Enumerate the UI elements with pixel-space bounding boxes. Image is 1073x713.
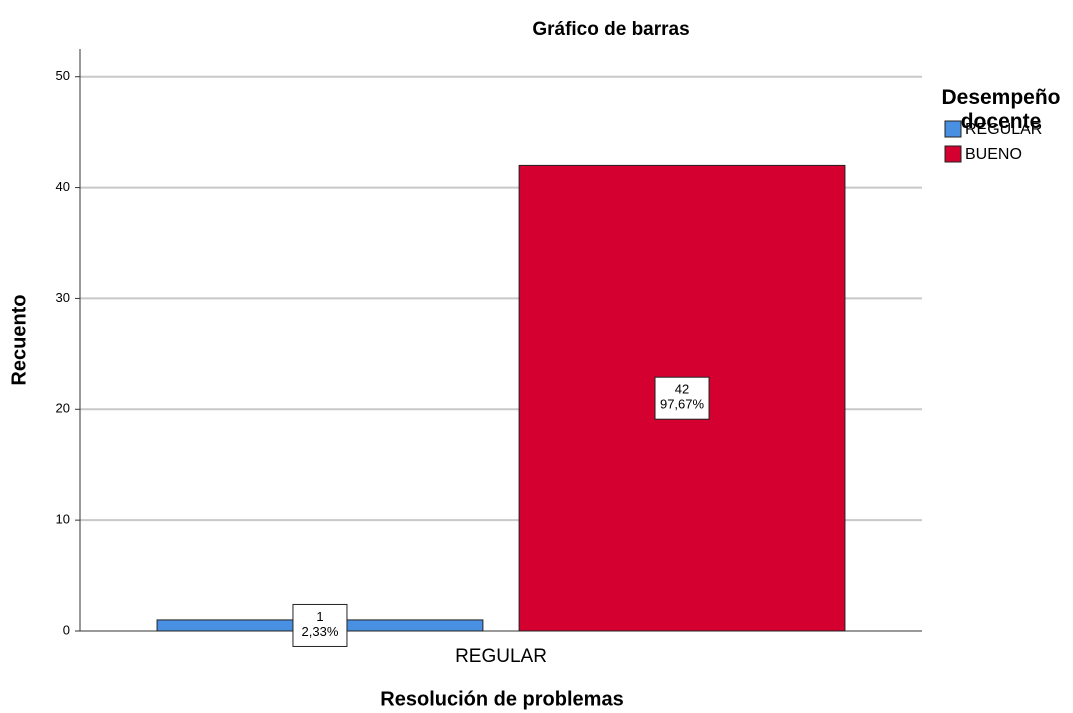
- y-tick-label: 0: [63, 622, 70, 637]
- data-label: 42: [675, 382, 689, 397]
- legend-title: Desempeño docente: [941, 86, 1061, 133]
- y-tick-label: 30: [56, 290, 70, 305]
- legend-swatch: [944, 120, 962, 138]
- legend-label: BUENO: [965, 146, 1022, 163]
- x-tick-label: REGULAR: [455, 646, 547, 667]
- legend-label: REGULAR: [965, 121, 1042, 138]
- legend-swatch: [944, 145, 962, 163]
- y-axis-label: Recuento: [8, 294, 30, 385]
- y-tick-label: 40: [56, 179, 70, 194]
- data-label-percent: 97,67%: [660, 397, 705, 412]
- data-label: 1: [316, 609, 323, 624]
- data-label-box: [654, 376, 710, 420]
- data-label-percent: 2,33%: [302, 624, 339, 639]
- x-axis-label: Resolución de problemas: [380, 688, 623, 710]
- chart-title: Gráfico de barras: [532, 19, 689, 40]
- y-tick-label: 10: [56, 512, 70, 527]
- data-label-box: [292, 603, 348, 647]
- y-tick-label: 50: [56, 68, 70, 83]
- y-tick-label: 20: [56, 401, 70, 416]
